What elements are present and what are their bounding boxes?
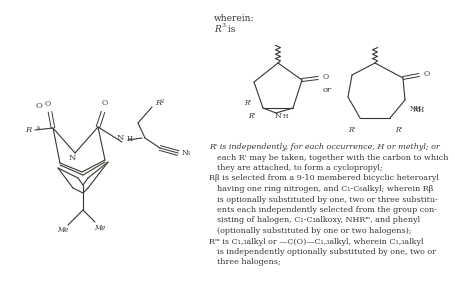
Text: R': R' (248, 112, 254, 120)
Text: three halogens;: three halogens; (217, 258, 280, 266)
Text: they are attached, to form a cyclopropyl;: they are attached, to form a cyclopropyl… (217, 164, 382, 172)
Text: 2: 2 (161, 99, 164, 104)
Text: R': R' (243, 99, 250, 107)
Text: a: a (37, 125, 40, 130)
Text: 3: 3 (187, 151, 190, 156)
Text: R: R (213, 25, 220, 34)
Text: O: O (102, 99, 108, 107)
Text: Rᵐ is C₁,₃alkyl or —C(O)—C₁,₃alkyl, wherein C₁,₃alkyl: Rᵐ is C₁,₃alkyl or —C(O)—C₁,₃alkyl, wher… (208, 238, 423, 245)
Bar (0, 0, 200, 289)
Text: N: N (68, 154, 76, 162)
Text: R: R (155, 99, 161, 107)
Text: ents each independently selected from the group con-: ents each independently selected from th… (217, 206, 436, 214)
Bar (200, 0, 455, 289)
Text: each R' may be taken, together with the carbon to which: each R' may be taken, together with the … (217, 153, 448, 162)
Text: R: R (25, 126, 31, 134)
Text: is optionally substituted by one, two or three substitu-: is optionally substituted by one, two or… (217, 195, 437, 203)
Text: R' is independently, for each occurrence, H or methyl; or: R' is independently, for each occurrence… (208, 143, 439, 151)
Text: H: H (127, 135, 133, 143)
Text: O: O (423, 70, 429, 78)
Text: 3: 3 (221, 23, 224, 28)
Text: R': R' (347, 126, 354, 134)
Text: NH: NH (412, 106, 424, 114)
Text: R': R' (394, 126, 401, 134)
Text: or: or (322, 86, 331, 94)
Text: is: is (224, 25, 235, 34)
Text: NH: NH (409, 105, 421, 113)
Text: O: O (322, 73, 329, 81)
Text: N: N (182, 149, 188, 157)
Text: (optionally substituted by one or two halogens);: (optionally substituted by one or two ha… (217, 227, 411, 235)
Text: is independently optionally substituted by one, two or: is independently optionally substituted … (217, 248, 435, 256)
Text: O: O (45, 100, 51, 108)
Text: wherein:: wherein: (213, 14, 254, 23)
Text: having one ring nitrogen, and C₁-C₆alkyl; wherein Rβ: having one ring nitrogen, and C₁-C₆alkyl… (217, 185, 432, 193)
Text: H: H (283, 114, 288, 119)
Text: N: N (274, 112, 281, 120)
Text: Me: Me (94, 224, 106, 232)
Text: N: N (116, 134, 123, 142)
Text: O: O (35, 102, 42, 110)
Text: Me: Me (57, 226, 68, 234)
Text: Rβ is selected from a 9-10 membered bicyclic heteroaryl: Rβ is selected from a 9-10 membered bicy… (208, 175, 438, 182)
Text: sisting of halogen, C₁-C₃alkoxy, NHRᵐ, and phenyl: sisting of halogen, C₁-C₃alkoxy, NHRᵐ, a… (217, 216, 419, 225)
